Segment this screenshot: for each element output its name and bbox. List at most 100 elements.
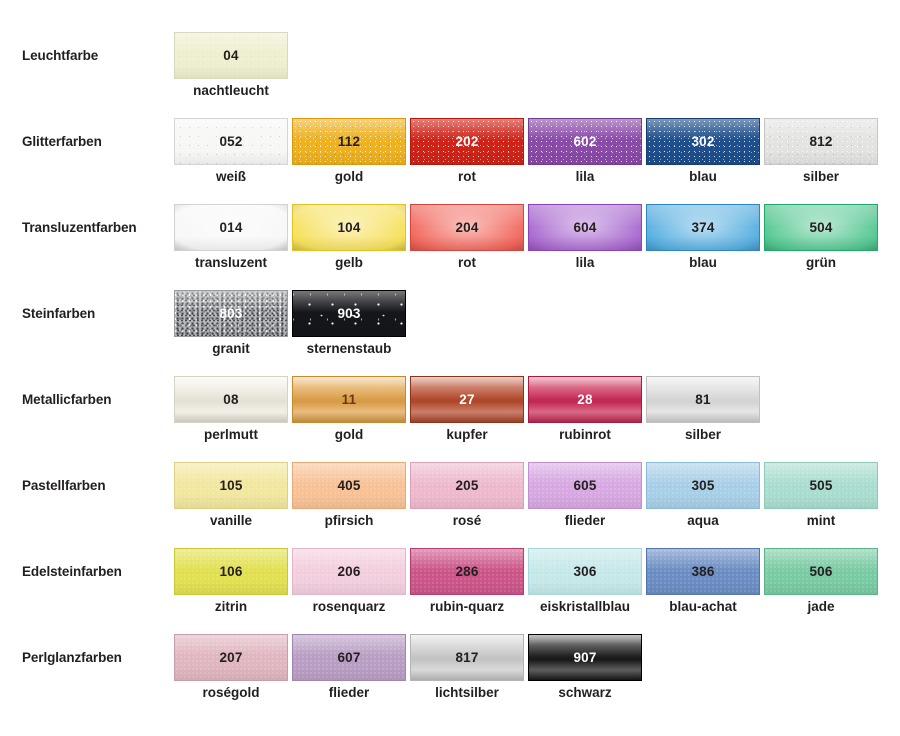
color-swatch[interactable]: 605 <box>528 462 642 509</box>
color-code: 302 <box>691 133 715 149</box>
color-swatch-cell[interactable]: 607 flieder <box>292 634 406 700</box>
color-swatch-cell[interactable]: 817 lichtsilber <box>410 634 524 700</box>
color-swatch[interactable]: 11 <box>292 376 406 423</box>
color-name: weiß <box>215 169 246 184</box>
color-category-row: Metallicfarben 08 perlmutt 11 gold 27 kupfer 28… <box>0 376 900 462</box>
color-swatch[interactable]: 286 <box>410 548 524 595</box>
color-swatch[interactable]: 817 <box>410 634 524 681</box>
color-swatch[interactable]: 206 <box>292 548 406 595</box>
color-swatch-cell[interactable]: 504 grün <box>764 204 878 270</box>
color-swatch-cell[interactable]: 306 eiskristallblau <box>528 548 642 614</box>
color-swatch[interactable]: 386 <box>646 548 760 595</box>
color-swatch[interactable]: 907 <box>528 634 642 681</box>
color-swatch-cell[interactable]: 014 transluzent <box>174 204 288 270</box>
color-name: grün <box>806 255 836 270</box>
color-swatch-cell[interactable]: 28 rubinrot <box>528 376 642 442</box>
color-name: jade <box>807 599 835 614</box>
color-swatch-cell[interactable]: 206 rosenquarz <box>292 548 406 614</box>
color-swatch[interactable]: 803 <box>174 290 288 337</box>
category-label: Glitterfarben <box>22 134 102 149</box>
color-name: mint <box>806 513 836 528</box>
color-code: 052 <box>219 133 243 149</box>
color-swatch-cell[interactable]: 08 perlmutt <box>174 376 288 442</box>
color-swatch[interactable]: 207 <box>174 634 288 681</box>
color-swatch-cell[interactable]: 386 blau-achat <box>646 548 760 614</box>
color-name: perlmutt <box>204 427 258 442</box>
color-swatch-cell[interactable]: 106 zitrin <box>174 548 288 614</box>
color-name: sternenstaub <box>306 341 392 356</box>
color-code: 08 <box>223 391 239 407</box>
color-swatch-cell[interactable]: 602 lila <box>528 118 642 184</box>
color-name: rubin-quarz <box>429 599 505 614</box>
color-swatch[interactable]: 112 <box>292 118 406 165</box>
color-swatch[interactable]: 305 <box>646 462 760 509</box>
color-swatch-cell[interactable]: 112 gold <box>292 118 406 184</box>
color-swatch-cell[interactable]: 81 silber <box>646 376 760 442</box>
color-name: granit <box>212 341 250 356</box>
color-swatch-cell[interactable]: 204 rot <box>410 204 524 270</box>
color-name: lila <box>575 169 595 184</box>
color-category-row: Glitterfarben 052 weiß 112 gold 202 rot 602 lila… <box>0 118 900 204</box>
color-swatch[interactable]: 506 <box>764 548 878 595</box>
color-swatch[interactable]: 205 <box>410 462 524 509</box>
color-swatch-cell[interactable]: 202 rot <box>410 118 524 184</box>
color-swatch[interactable]: 505 <box>764 462 878 509</box>
color-swatch-cell[interactable]: 505 mint <box>764 462 878 528</box>
color-swatch-cell[interactable]: 052 weiß <box>174 118 288 184</box>
color-name: flieder <box>564 513 606 528</box>
color-swatch[interactable]: 306 <box>528 548 642 595</box>
color-swatch[interactable]: 106 <box>174 548 288 595</box>
color-name: gold <box>334 169 364 184</box>
color-swatch-cell[interactable]: 374 blau <box>646 204 760 270</box>
color-swatch[interactable]: 81 <box>646 376 760 423</box>
color-swatch[interactable]: 204 <box>410 204 524 251</box>
color-swatch-cell[interactable]: 207 roségold <box>174 634 288 700</box>
color-swatch[interactable]: 374 <box>646 204 760 251</box>
color-swatch-cell[interactable]: 302 blau <box>646 118 760 184</box>
color-name: gold <box>334 427 364 442</box>
color-swatch-cell[interactable]: 605 flieder <box>528 462 642 528</box>
color-swatch-cell[interactable]: 105 vanille <box>174 462 288 528</box>
color-code: 812 <box>809 133 833 149</box>
color-category-row: Steinfarben 803 granit 903 sternenstaub <box>0 290 900 376</box>
color-swatch[interactable]: 607 <box>292 634 406 681</box>
color-code: 405 <box>337 477 361 493</box>
color-swatch[interactable]: 014 <box>174 204 288 251</box>
color-swatch-cell[interactable]: 604 lila <box>528 204 642 270</box>
color-name: blau <box>689 169 717 184</box>
color-swatch-cell[interactable]: 903 sternenstaub <box>292 290 406 356</box>
color-code: 607 <box>337 649 361 665</box>
color-swatch[interactable]: 504 <box>764 204 878 251</box>
color-swatch[interactable]: 903 <box>292 290 406 337</box>
color-swatch[interactable]: 08 <box>174 376 288 423</box>
color-swatch[interactable]: 405 <box>292 462 406 509</box>
color-swatch[interactable]: 812 <box>764 118 878 165</box>
color-swatch[interactable]: 27 <box>410 376 524 423</box>
color-swatch-cell[interactable]: 27 kupfer <box>410 376 524 442</box>
color-swatch-cell[interactable]: 812 silber <box>764 118 878 184</box>
color-swatch-cell[interactable]: 11 gold <box>292 376 406 442</box>
color-swatch[interactable]: 04 <box>174 32 288 79</box>
color-name: flieder <box>328 685 370 700</box>
color-swatch[interactable]: 104 <box>292 204 406 251</box>
color-code: 604 <box>573 219 597 235</box>
color-category-row: Pastellfarben 105 vanille 405 pfirsich 205 ros… <box>0 462 900 548</box>
color-swatch[interactable]: 105 <box>174 462 288 509</box>
color-swatch-cell[interactable]: 305 aqua <box>646 462 760 528</box>
color-swatch-cell[interactable]: 04 nachtleucht <box>174 32 288 98</box>
color-swatch[interactable]: 28 <box>528 376 642 423</box>
color-name: pfirsich <box>324 513 374 528</box>
color-swatch-cell[interactable]: 286 rubin-quarz <box>410 548 524 614</box>
color-swatch-cell[interactable]: 405 pfirsich <box>292 462 406 528</box>
color-swatch-cell[interactable]: 803 granit <box>174 290 288 356</box>
color-name: rosenquarz <box>312 599 386 614</box>
color-swatch-cell[interactable]: 506 jade <box>764 548 878 614</box>
color-swatch-cell[interactable]: 205 rosé <box>410 462 524 528</box>
color-swatch-cell[interactable]: 104 gelb <box>292 204 406 270</box>
color-swatch[interactable]: 604 <box>528 204 642 251</box>
color-swatch[interactable]: 302 <box>646 118 760 165</box>
color-swatch[interactable]: 202 <box>410 118 524 165</box>
color-swatch[interactable]: 052 <box>174 118 288 165</box>
color-swatch-cell[interactable]: 907 schwarz <box>528 634 642 700</box>
color-swatch[interactable]: 602 <box>528 118 642 165</box>
